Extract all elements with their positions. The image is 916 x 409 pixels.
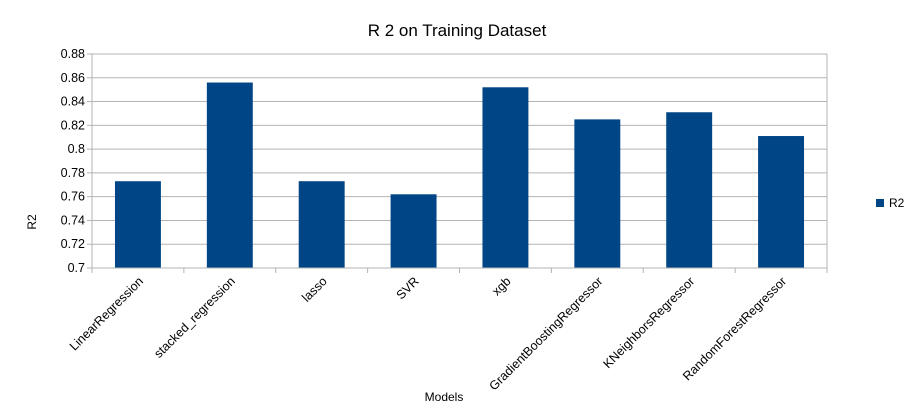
chart-title: R 2 on Training Dataset [368, 21, 547, 40]
y-tick-label: 0.88 [61, 47, 85, 61]
x-axis-ticks: LinearRegression stacked_regression lasso S… [67, 268, 828, 393]
bar-xgb [482, 87, 529, 269]
x-tick-label: SVR [394, 274, 422, 302]
y-tick-label: 0.8 [68, 142, 85, 156]
y-tick-label: 0.82 [61, 118, 85, 132]
y-tick-label: 0.74 [61, 213, 85, 227]
bar-gradientboostingregressor [574, 119, 621, 268]
x-tick-label: LinearRegression [67, 274, 146, 353]
x-tick-label: lasso [299, 274, 330, 305]
x-tick-label: stacked_regression [151, 274, 238, 361]
y-axis-ticks: 0.7 0.72 0.74 0.76 0.78 0.8 0.82 0.84 0.86 0.88 [61, 47, 92, 275]
x-axis-label: Models [425, 390, 464, 404]
y-tick-label: 0.84 [61, 95, 85, 109]
bar-svr [390, 194, 437, 268]
y-axis-label: R2 [25, 214, 39, 230]
legend-swatch-r2 [876, 199, 884, 207]
y-tick-label: 0.72 [61, 237, 85, 251]
bar-randomforestregressor [758, 136, 805, 268]
x-tick-label: KNeighborsRegressor [600, 274, 697, 371]
gridlines [92, 53, 827, 269]
axes [91, 54, 828, 269]
y-tick-label: 0.76 [61, 190, 85, 204]
bar-kneighborsregressor [666, 112, 713, 268]
legend-label-r2: R2 [889, 196, 905, 210]
x-tick-label: RandomForestRegressor [680, 274, 789, 383]
bar-lasso [298, 181, 345, 268]
x-tick-label: xgb [489, 274, 513, 298]
y-tick-label: 0.78 [61, 166, 85, 180]
bar-stacked-regression [206, 82, 253, 269]
bar-linearregression [114, 181, 161, 268]
legend: R2 [876, 196, 905, 210]
y-tick-label: 0.7 [68, 261, 85, 275]
y-tick-label: 0.86 [61, 71, 85, 85]
bars [114, 82, 805, 269]
